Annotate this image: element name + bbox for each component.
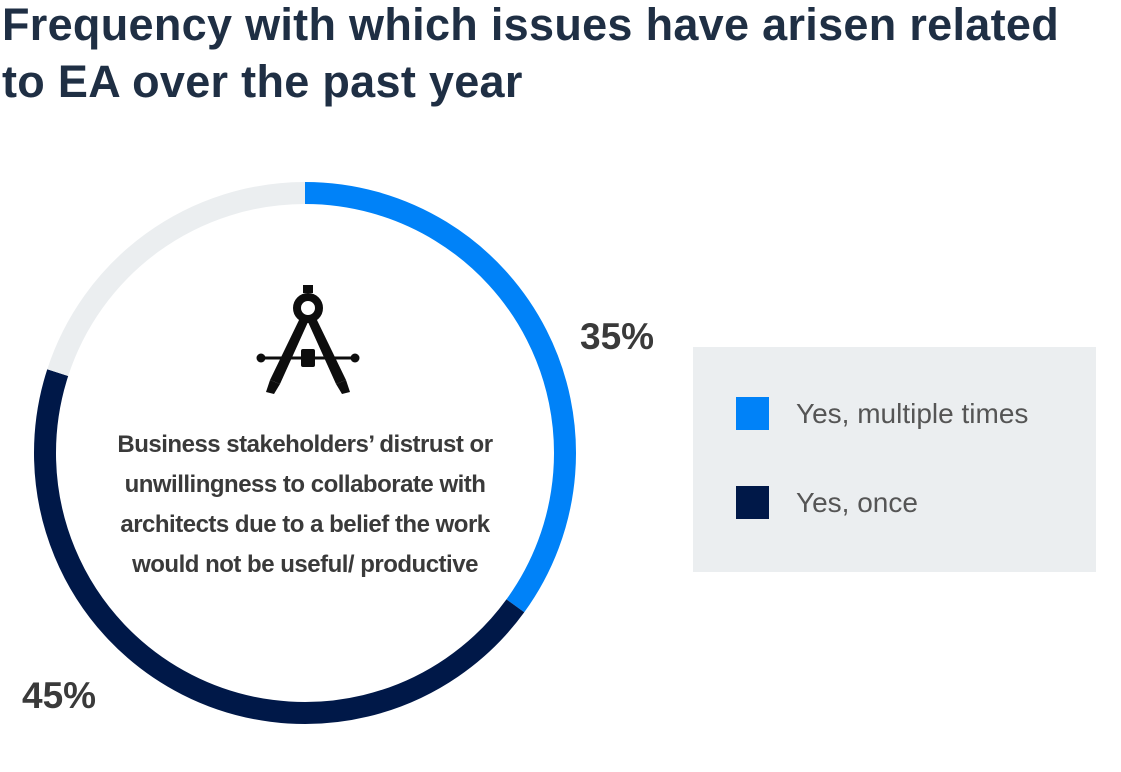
legend-swatch-once [736, 486, 769, 519]
data-label-multiple-times: 35% [580, 316, 655, 357]
legend-label: Yes, multiple times [796, 397, 1029, 429]
donut-segment-yes-once [34, 369, 525, 724]
legend: Yes, multiple times Yes, once [693, 347, 1096, 572]
donut-segment-remainder [47, 182, 306, 377]
drafting-compass-icon [256, 285, 360, 394]
data-label-once: 45% [22, 675, 97, 716]
legend-label: Yes, once [796, 486, 918, 518]
legend-item-once: Yes, once [736, 486, 918, 519]
legend-swatch-multiple-times [736, 397, 769, 430]
center-label: Business stakeholders’ distrust or unwil… [117, 431, 493, 578]
donut-segment-yes-multiple-times [304, 182, 576, 613]
chart-title: Frequency with which issues have arisen … [2, 0, 1059, 107]
legend-item-multiple-times: Yes, multiple times [736, 397, 1028, 430]
